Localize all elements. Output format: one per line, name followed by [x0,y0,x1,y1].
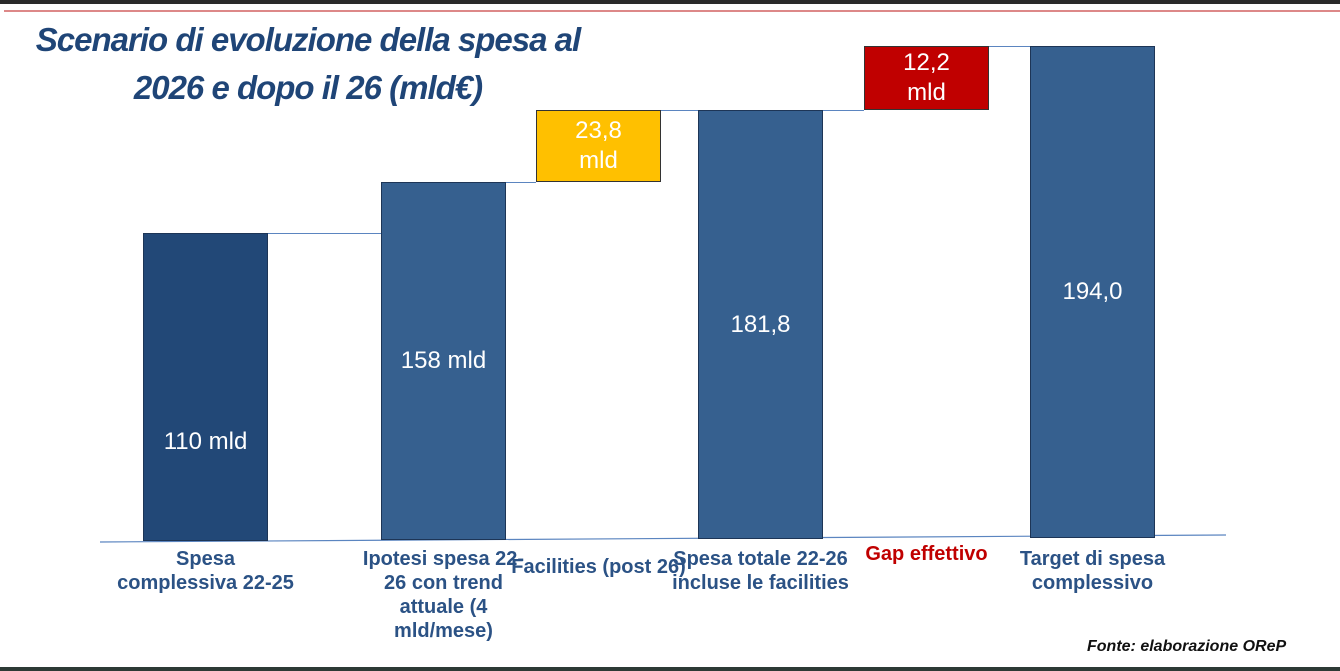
category-label: Ipotesi spesa 22-26 con trend attuale (4… [362,548,525,642]
connector-line [506,182,536,183]
bar-1: 110 mld [143,233,268,541]
data-label: 110 mld [163,428,248,455]
title-rule [4,10,1340,12]
category-label: Spesa totale 22-26 incluse le facilities [672,548,849,594]
category-label: Facilities (post 26) [511,556,686,578]
connector-line [268,233,381,234]
data-label: 158 mld [400,347,487,374]
category-label: Spesa complessiva 22-25 [117,548,294,594]
data-label: 12,2 mld [903,49,950,106]
bar-6: 194,0 [1030,46,1155,538]
connector-line [661,110,698,111]
category-label: Target di spesa complessivo [1019,548,1166,594]
bar-4: 181,8 [698,110,823,539]
top-border [0,0,1340,4]
chart-title: Scenario di evoluzione della spesa al 20… [35,21,581,106]
source-note: Fonte: elaborazione OReP [1087,638,1287,655]
data-label: 194,0 [1062,278,1123,305]
connector-line [989,46,1030,47]
bar-3: 23,8 mld [536,110,661,182]
bar-5: 12,2 mld [864,46,989,110]
connector-line [823,110,864,111]
bar-2: 158 mld [381,182,506,540]
data-label: 23,8 mld [575,117,622,174]
data-label: 181,8 [730,310,791,338]
bottom-border [0,667,1340,671]
category-label: Gap effettivo [865,543,988,565]
